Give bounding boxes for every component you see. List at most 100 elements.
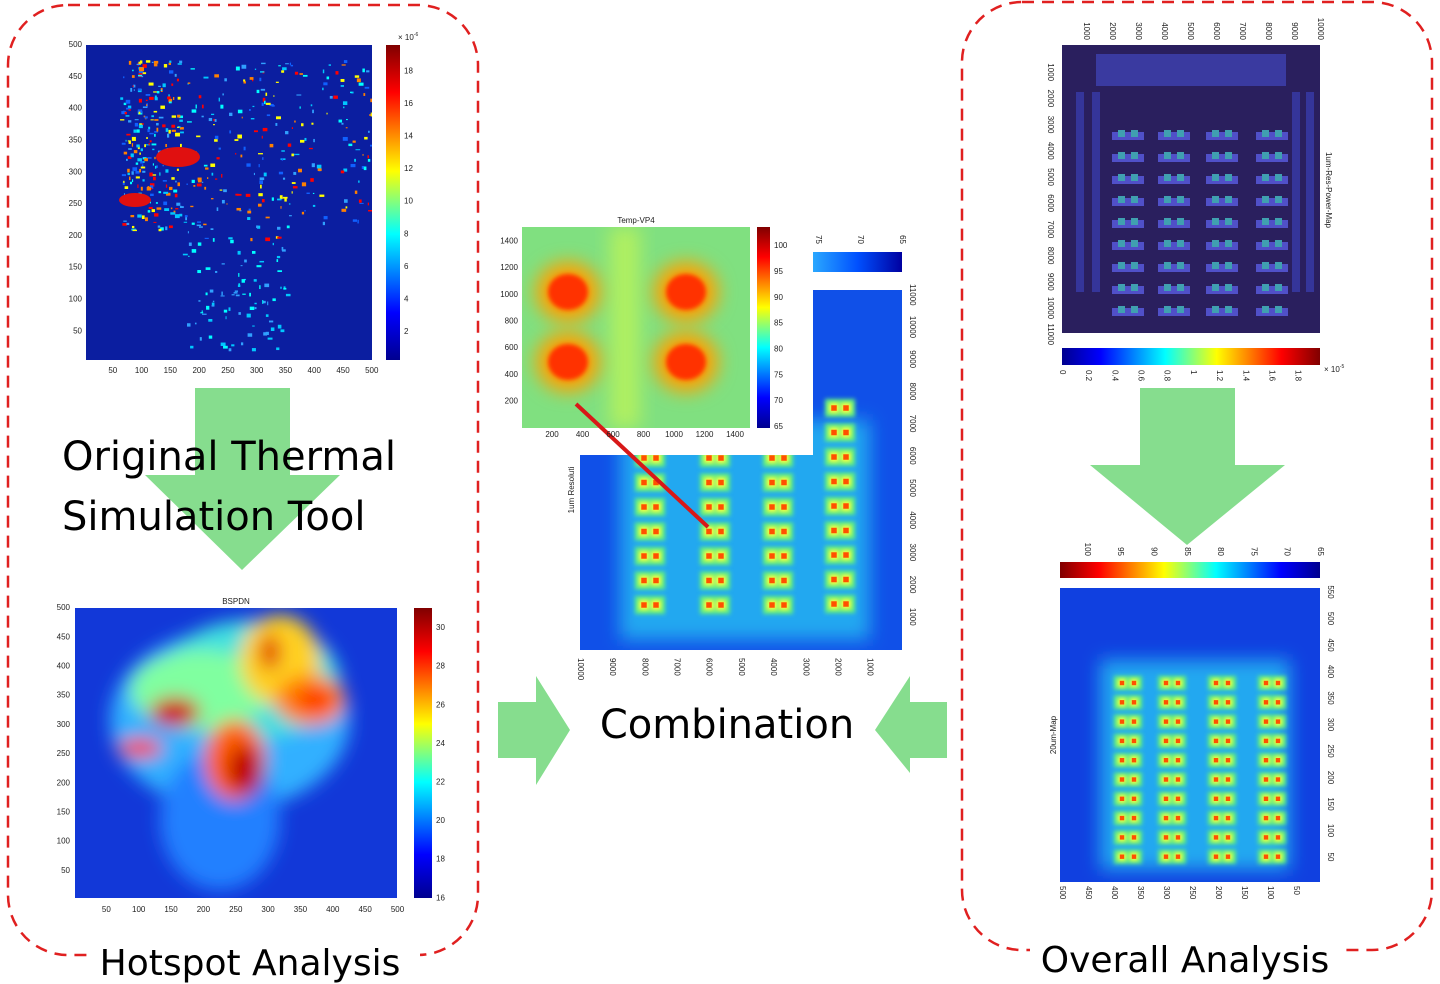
tick-label: 200 (57, 778, 71, 787)
hot-pixel (176, 202, 181, 206)
hot-pixel (191, 109, 197, 113)
hot-pixel (241, 64, 247, 69)
label: Combination (600, 702, 854, 748)
tick-label: 1200 (696, 430, 714, 439)
hot-pixel (310, 104, 313, 107)
hot-pixel (190, 205, 194, 208)
hot-pixel (156, 122, 159, 126)
chip (641, 602, 647, 608)
hot-pixel (149, 140, 152, 143)
hot-pixel (179, 143, 182, 148)
chip (1131, 758, 1137, 763)
chip (1263, 815, 1269, 821)
hot-pixel (363, 166, 367, 171)
chip (831, 478, 837, 485)
tick-label: 450 (336, 366, 350, 375)
hot-pixel (135, 170, 140, 174)
tick-label: 8000 (908, 383, 917, 401)
tick-label: 250 (1188, 886, 1197, 900)
hot-pixel (272, 242, 274, 246)
chip (706, 455, 712, 461)
hot-pixel (220, 295, 225, 297)
chip (1163, 777, 1169, 782)
hot-pixel (262, 97, 266, 102)
hot-pixel (154, 156, 156, 160)
hot-pixel (251, 250, 256, 254)
label: Overall Analysis (1041, 940, 1329, 981)
hot-pixel (194, 322, 197, 325)
hot-pixel (174, 73, 177, 77)
power-cell (1212, 262, 1219, 269)
hot-pixel (367, 202, 369, 206)
hot-pixel (287, 143, 292, 147)
tick-label: 400 (505, 370, 519, 379)
chip (1119, 854, 1125, 859)
tick-label: 2000 (833, 658, 842, 676)
chip (1225, 700, 1231, 705)
hot-pixel (123, 220, 127, 222)
tick-label: 5000 (1186, 22, 1195, 40)
hot-pixel (191, 249, 197, 253)
hot-pixel (257, 203, 262, 207)
hot-pixel (277, 226, 281, 230)
tick-label: 800 (637, 430, 651, 439)
hot-pixel (152, 163, 154, 166)
power-cell (1131, 240, 1138, 247)
chip (1263, 777, 1269, 782)
hot-pixel (251, 348, 256, 352)
hot-pixel (370, 98, 372, 103)
hot-pixel (186, 183, 188, 185)
hot-pixel (291, 191, 293, 194)
hot-pixel (214, 74, 219, 78)
hot-pixel (265, 92, 268, 96)
hot-pixel (312, 204, 316, 207)
hot-pixel (299, 106, 301, 109)
tick-label: 65 (898, 235, 907, 244)
tick-label: 7000 (672, 658, 681, 676)
hot-pixel (241, 116, 243, 119)
hot-pixel (277, 324, 282, 329)
hot-pixel (177, 126, 180, 128)
tick-label: 10000 (576, 658, 585, 681)
power-cell (1112, 220, 1144, 228)
hot-pixel (271, 105, 275, 107)
tick-label: 400 (1110, 886, 1119, 900)
heat-blob (666, 344, 706, 380)
power-cell (1256, 132, 1288, 140)
power-cell (1164, 152, 1171, 159)
hot-pixel (280, 329, 285, 333)
hot-pixel (132, 179, 134, 183)
tick-label: 26 (436, 700, 445, 709)
hot-pixel (218, 147, 221, 150)
hot-pixel (131, 143, 134, 147)
tick-label: 100 (135, 366, 149, 375)
hot-pixel (175, 132, 180, 137)
chip (1175, 738, 1181, 744)
hot-pixel (250, 237, 253, 242)
hot-pixel (166, 133, 170, 138)
chip (1175, 815, 1181, 821)
tick-label: 65 (774, 422, 783, 431)
hot-pixel (154, 119, 159, 121)
hot-pixel (242, 293, 246, 295)
hot-pixel (262, 157, 264, 160)
chip (653, 602, 659, 608)
chip (718, 479, 724, 486)
hot-pixel (197, 242, 202, 246)
hot-pixel (292, 186, 298, 189)
power-cell (1177, 152, 1184, 159)
hot-pixel (177, 114, 181, 118)
hot-pixel (162, 180, 167, 182)
chip (1119, 700, 1125, 705)
hot-pixel (344, 199, 348, 203)
hot-pixel (150, 119, 154, 121)
hot-pixel (135, 176, 140, 179)
chip (843, 601, 849, 607)
tick-label: 18 (404, 66, 413, 75)
chip (1225, 796, 1231, 801)
tick-label: 100 (1326, 824, 1335, 838)
hot-pixel (133, 129, 137, 133)
tick-label: 200 (1214, 886, 1223, 900)
hot-pixel (265, 314, 269, 317)
hot-pixel (169, 186, 173, 191)
